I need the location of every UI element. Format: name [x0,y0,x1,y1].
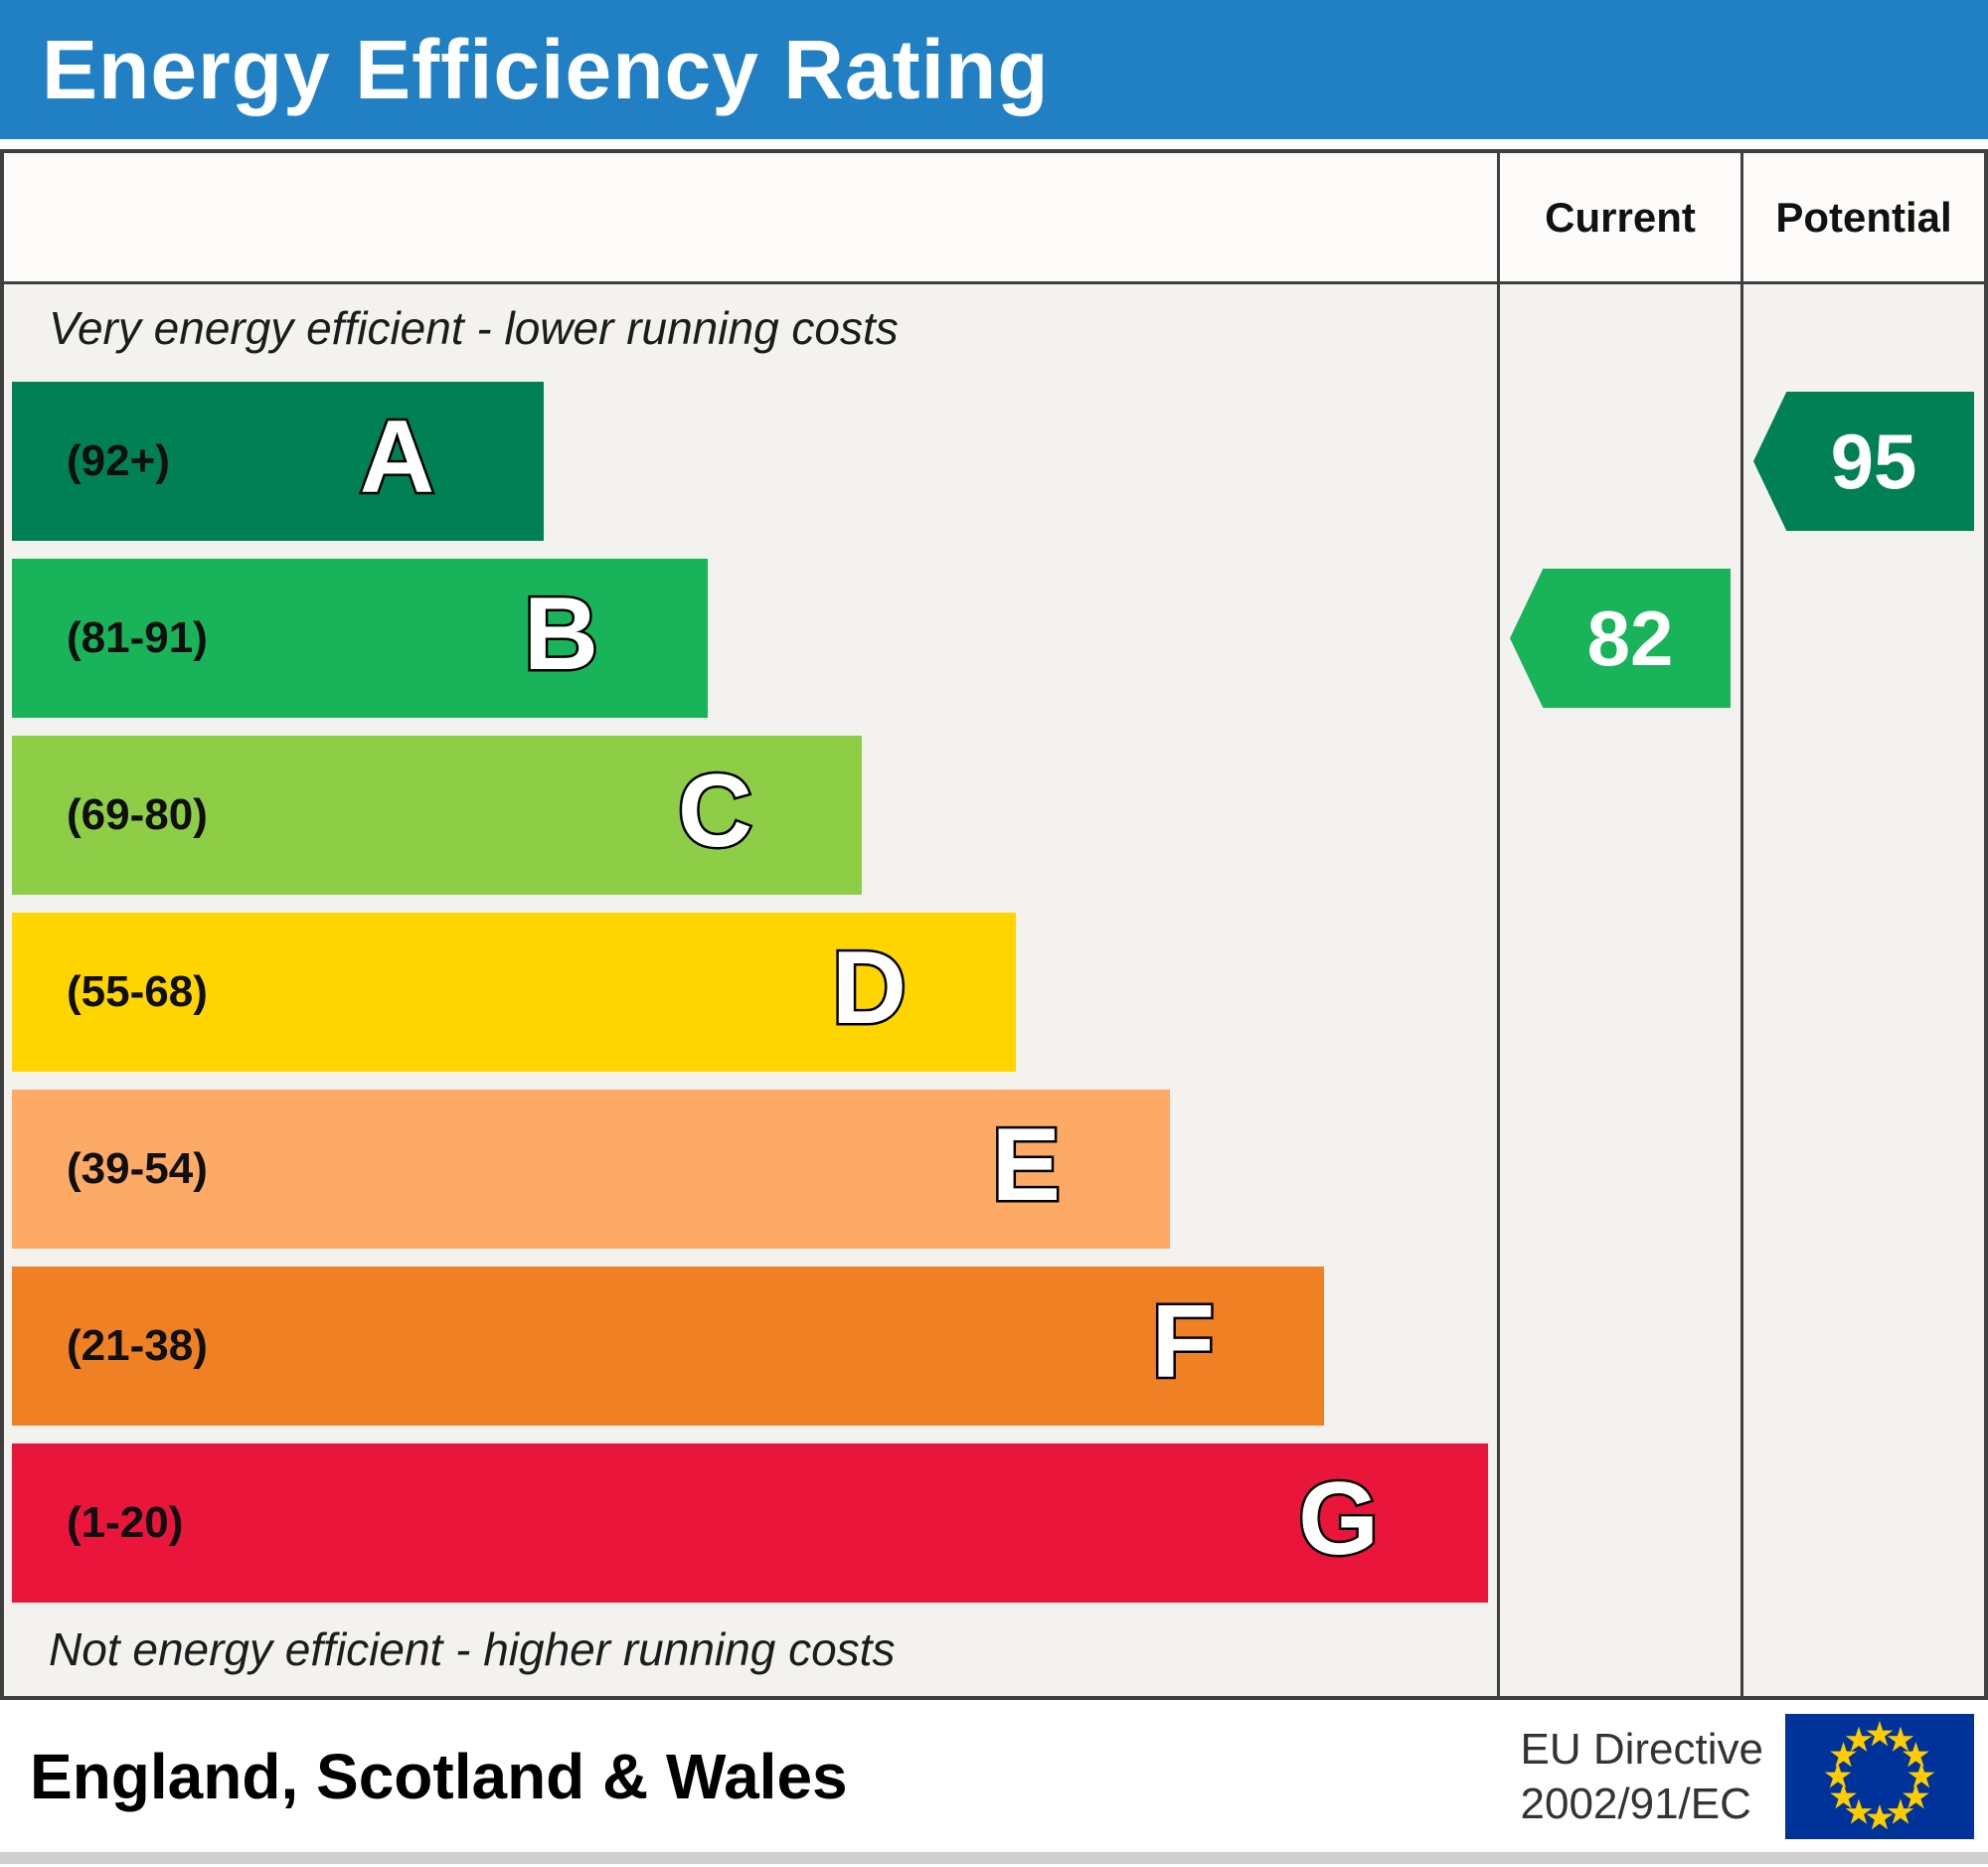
band-b-range-label: (81-91) [67,613,208,662]
band-g-range-label: (1-20) [67,1498,184,1547]
band-e-letter: E [989,1106,1063,1223]
band-a-letter: A [357,399,436,515]
current-rating-arrow: 82 [1510,569,1731,708]
eu-directive-line2: 2002/91/EC [1520,1779,1751,1828]
region-title: England, Scotland & Wales [30,1740,848,1812]
band-b-letter: B [521,576,600,692]
band-d: (55-68) D [12,913,1016,1072]
rating-table: Current Potential Very energy efficient … [0,149,1988,1700]
band-a: (92+) A [12,382,544,541]
potential-rating-arrow: 95 [1753,392,1974,531]
eu-directive-text: EU Directive 2002/91/EC [1521,1722,1764,1831]
band-f: (21-38) F [12,1267,1324,1426]
band-f-letter: F [1149,1283,1217,1400]
eu-flag-icon [1785,1713,1974,1839]
current-rating-value: 82 [1586,594,1674,682]
bottom-strip [0,1852,1988,1864]
band-c-range-label: (69-80) [67,790,208,839]
band-e: (39-54) E [12,1090,1170,1249]
current-column-header: Current [1497,153,1740,284]
corner-cell [4,153,1497,284]
current-column: 82 [1497,284,1740,1696]
potential-rating-value: 95 [1830,417,1917,505]
top-note: Very energy efficient - lower running co… [49,302,899,354]
band-d-range-label: (55-68) [67,967,208,1016]
band-c: (69-80) C [12,736,862,895]
band-d-letter: D [829,930,909,1046]
energy-rating-header: Energy Efficiency Rating [0,0,1988,139]
footer: England, Scotland & Wales EU Directive 2… [0,1700,1988,1852]
potential-column: 95 [1740,284,1984,1696]
band-g: (1-20) G [12,1443,1488,1603]
eu-directive-line1: EU Directive [1520,1724,1764,1774]
band-g-letter: G [1296,1460,1382,1577]
band-e-range-label: (39-54) [67,1144,208,1193]
band-chart-area: Very energy efficient - lower running co… [4,284,1497,1696]
band-a-range-label: (92+) [67,436,170,485]
band-c-letter: C [675,753,754,869]
band-f-range-label: (21-38) [67,1321,208,1370]
potential-column-header: Potential [1740,153,1984,284]
bottom-note: Not energy efficient - higher running co… [49,1623,896,1675]
page-title: Energy Efficiency Rating [42,22,1050,116]
band-b: (81-91) B [12,559,708,718]
